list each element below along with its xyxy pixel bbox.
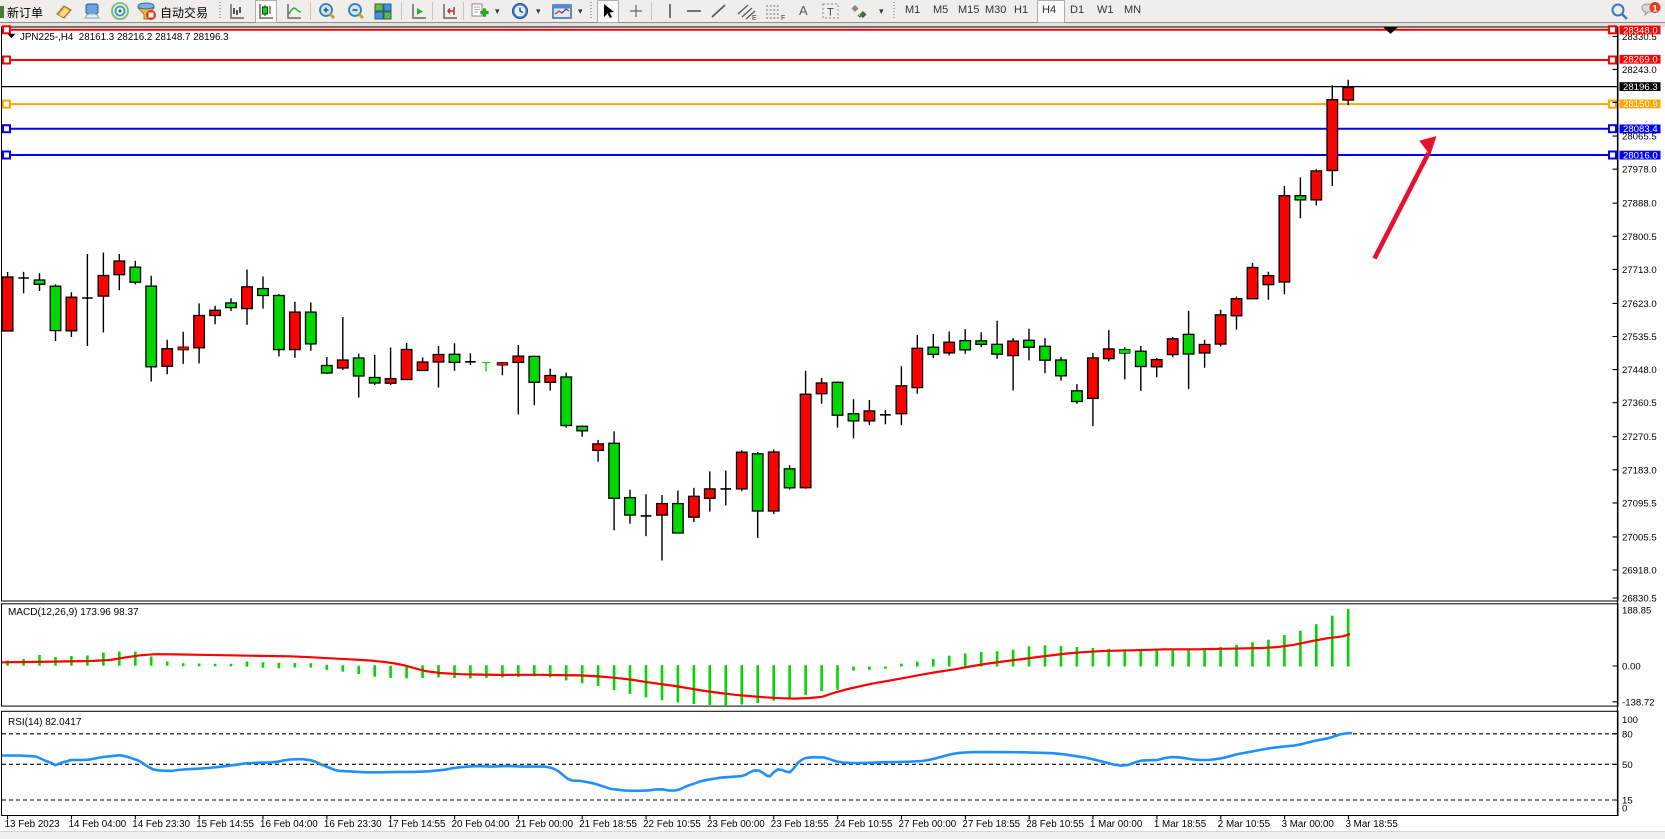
svg-text:28016.0: 28016.0: [1623, 150, 1658, 161]
svg-text:3 Mar 18:55: 3 Mar 18:55: [1346, 819, 1399, 830]
svg-text:3 Mar 00:00: 3 Mar 00:00: [1282, 819, 1335, 830]
svg-text:100: 100: [1622, 715, 1638, 726]
svg-text:27978.0: 27978.0: [1622, 165, 1657, 176]
svg-text:27095.5: 27095.5: [1622, 498, 1657, 509]
svg-text:24 Feb 10:55: 24 Feb 10:55: [835, 819, 893, 830]
svg-text:RSI(14) 82.0417: RSI(14) 82.0417: [8, 717, 82, 728]
svg-text:13 Feb 2023: 13 Feb 2023: [5, 819, 61, 830]
svg-text:28150.9: 28150.9: [1623, 99, 1658, 110]
svg-text:50: 50: [1622, 760, 1633, 771]
svg-text:JPN225-,H4 28161.3 28216.2 28: JPN225-,H4 28161.3 28216.2 28148.7 28196…: [20, 32, 229, 43]
svg-text:28269.0: 28269.0: [1623, 55, 1658, 66]
svg-text:1: 1: [1653, 4, 1658, 14]
svg-text:22 Feb 10:55: 22 Feb 10:55: [643, 819, 701, 830]
svg-text:14 Feb 04:00: 14 Feb 04:00: [69, 819, 127, 830]
svg-text:16 Feb 04:00: 16 Feb 04:00: [260, 819, 318, 830]
svg-text:27535.5: 27535.5: [1622, 332, 1657, 343]
svg-text:2 Mar 10:55: 2 Mar 10:55: [1218, 819, 1271, 830]
svg-text:F: F: [781, 15, 785, 21]
svg-text:28243.0: 28243.0: [1622, 65, 1657, 76]
svg-text:27005.5: 27005.5: [1622, 532, 1657, 543]
svg-text:23 Feb 00:00: 23 Feb 00:00: [707, 819, 765, 830]
svg-text:0: 0: [1622, 804, 1627, 815]
svg-text:MACD(12,26,9) 173.96 98.37: MACD(12,26,9) 173.96 98.37: [8, 607, 139, 618]
svg-text:26918.0: 26918.0: [1622, 566, 1657, 577]
svg-text:27713.0: 27713.0: [1622, 265, 1657, 276]
svg-text:17 Feb 14:55: 17 Feb 14:55: [388, 819, 446, 830]
svg-text:28330.5: 28330.5: [1622, 32, 1657, 43]
svg-text:1 Mar 00:00: 1 Mar 00:00: [1090, 819, 1143, 830]
svg-text:28065.5: 28065.5: [1622, 132, 1657, 143]
svg-text:14 Feb 23:30: 14 Feb 23:30: [132, 819, 190, 830]
svg-text:80: 80: [1622, 729, 1633, 740]
svg-text:28348.0: 28348.0: [1623, 25, 1658, 36]
svg-text:20 Feb 04:00: 20 Feb 04:00: [452, 819, 510, 830]
svg-text:27448.0: 27448.0: [1622, 365, 1657, 376]
svg-text:21 Feb 18:55: 21 Feb 18:55: [579, 819, 637, 830]
svg-text:T: T: [482, 359, 491, 375]
svg-text:T: T: [827, 7, 834, 19]
svg-text:27623.0: 27623.0: [1622, 299, 1657, 310]
svg-text:28083.4: 28083.4: [1623, 124, 1658, 135]
svg-text:27800.5: 27800.5: [1622, 232, 1657, 243]
svg-text:21 Feb 00:00: 21 Feb 00:00: [515, 819, 573, 830]
svg-text:27360.5: 27360.5: [1622, 398, 1657, 409]
svg-text:28196.3: 28196.3: [1623, 82, 1658, 93]
svg-text:E: E: [752, 15, 757, 21]
svg-text:23 Feb 18:55: 23 Feb 18:55: [771, 819, 829, 830]
svg-text:28 Feb 10:55: 28 Feb 10:55: [1026, 819, 1084, 830]
svg-text:16 Feb 23:30: 16 Feb 23:30: [324, 819, 382, 830]
svg-text:27888.0: 27888.0: [1622, 199, 1657, 210]
svg-text:27 Feb 00:00: 27 Feb 00:00: [899, 819, 957, 830]
svg-text:26830.5: 26830.5: [1622, 594, 1657, 605]
svg-text:15: 15: [1622, 796, 1633, 807]
svg-text:27270.5: 27270.5: [1622, 432, 1657, 443]
svg-text:0.00: 0.00: [1622, 662, 1641, 673]
svg-text:-138.72: -138.72: [1622, 697, 1655, 708]
svg-text:27 Feb 18:55: 27 Feb 18:55: [962, 819, 1020, 830]
svg-text:27183.0: 27183.0: [1622, 465, 1657, 476]
svg-text:15 Feb 14:55: 15 Feb 14:55: [196, 819, 254, 830]
svg-text:1 Mar 18:55: 1 Mar 18:55: [1154, 819, 1207, 830]
svg-text:188.85: 188.85: [1622, 606, 1651, 617]
